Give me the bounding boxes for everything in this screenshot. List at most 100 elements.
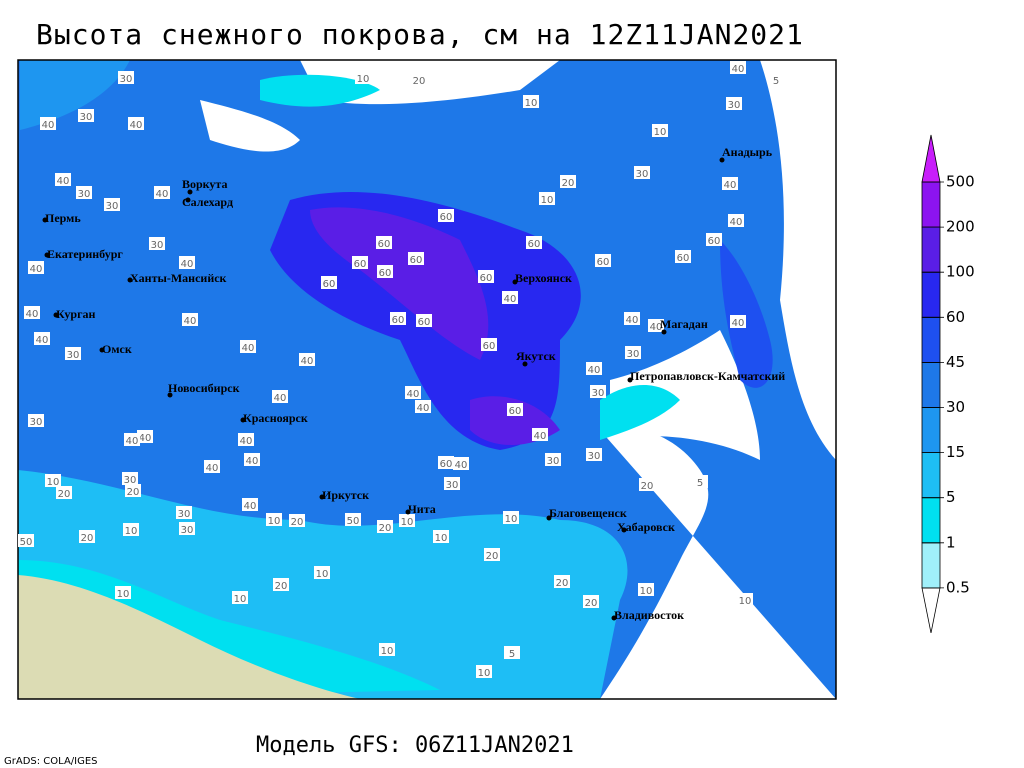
city-label: Владивосток: [614, 608, 684, 622]
contour-label-box: [405, 386, 421, 399]
contour-label: 5: [509, 649, 515, 660]
colorbar-label: 45: [946, 353, 965, 371]
colorbar-band: [921, 361, 941, 408]
contour-label: 40: [301, 356, 314, 367]
contour-label: 20: [127, 487, 140, 498]
contour-label: 40: [36, 335, 49, 346]
contour-label-box: [737, 593, 753, 606]
contour-label-box: [502, 291, 518, 304]
contour-label: 10: [435, 533, 448, 544]
contour-label: 20: [641, 481, 654, 492]
city-dot: [127, 277, 133, 283]
snow-very-deep: [310, 207, 560, 445]
city-label: Хабаровск: [617, 520, 675, 534]
okhotsk-ice: [600, 385, 680, 440]
contour-label: 60: [677, 253, 690, 264]
contour-label-box: [321, 276, 337, 289]
contour-label: 40: [588, 365, 601, 376]
contour-label: 40: [240, 436, 253, 447]
contour-label-box: [240, 340, 256, 353]
contour-label-box: [675, 250, 691, 263]
city-dot: [240, 417, 246, 423]
pacific: [600, 60, 836, 699]
contour-label-box: [484, 548, 500, 561]
contour-label-box: [586, 362, 602, 375]
contour-label-box: [638, 583, 654, 596]
contour-label: 40: [156, 189, 169, 200]
contour-label-box: [179, 522, 195, 535]
contour-label-box: [545, 453, 561, 466]
kamchatka: [720, 240, 773, 388]
contour-label: 60: [440, 212, 453, 223]
contour-label: 60: [480, 273, 493, 284]
contour-label: 60: [323, 279, 336, 290]
city-label: Омск: [102, 342, 132, 356]
contour-label: 40: [130, 120, 143, 131]
contour-label-box: [634, 166, 650, 179]
footer: Модель GFS: 06Z11JAN2021: [256, 733, 574, 758]
contour-label-box: [476, 665, 492, 678]
city-label: Красноярск: [243, 411, 308, 425]
contour-label-box: [182, 313, 198, 326]
contour-label-box: [266, 513, 282, 526]
contour-label-box: [554, 575, 570, 588]
contour-label-box: [523, 95, 539, 108]
city-dot: [512, 279, 518, 285]
contour-label: 40: [730, 217, 743, 228]
contour-label-box: [590, 385, 606, 398]
city-dot: [661, 329, 667, 335]
colorbar-label: 15: [946, 443, 965, 461]
contour-label: 60: [392, 315, 405, 326]
contour-label-box: [238, 433, 254, 446]
contour-label-box: [56, 486, 72, 499]
city-label: Якутск: [516, 349, 556, 363]
okhotsk-sea: [610, 330, 760, 460]
contour-label-box: [532, 428, 548, 441]
contour-label-box: [242, 498, 258, 511]
contour-label-box: [586, 448, 602, 461]
contour-label: 60: [379, 268, 392, 279]
contour-label: 30: [627, 349, 640, 360]
contour-label: 40: [407, 389, 420, 400]
contour-label: 30: [446, 480, 459, 491]
contour-label: 5: [697, 478, 703, 489]
contour-label: 30: [80, 112, 93, 123]
contour-label: 20: [58, 489, 71, 500]
contour-label-box: [232, 591, 248, 604]
contour-label-box: [625, 346, 641, 359]
contour-label-box: [399, 514, 415, 527]
contour-label-box: [560, 175, 576, 188]
contour-label-box: [526, 236, 542, 249]
contour-label: 20: [486, 551, 499, 562]
contour-label-box: [416, 314, 432, 327]
contour-label: 30: [120, 74, 133, 85]
contour-label-box: [377, 520, 393, 533]
contour-label-box: [355, 71, 371, 84]
contour-label: 40: [42, 120, 55, 131]
labels: 30 40 30 40 40 30 30 40 30 40 40 40 40 30 40 40 40 40 60 60…: [18, 61, 785, 679]
contour-label-box: [345, 513, 361, 526]
contour-label-box: [55, 173, 71, 186]
contour-label-box: [204, 460, 220, 473]
contour-label-box: [411, 73, 427, 86]
contour-label: 40: [242, 343, 255, 354]
contour-label-box: [154, 186, 170, 199]
contour-label: 40: [26, 309, 39, 320]
contour-label-box: [118, 71, 134, 84]
contour-label-box: [583, 595, 599, 608]
contour-label-box: [137, 430, 153, 443]
contour-label: 20: [556, 578, 569, 589]
contour-label-box: [730, 315, 746, 328]
contour-label: 40: [181, 259, 194, 270]
contour-label-box: [379, 643, 395, 656]
contour-label: 40: [724, 180, 737, 191]
contour-label-box: [433, 530, 449, 543]
contour-label: 30: [106, 201, 119, 212]
contour-label: 10: [125, 526, 138, 537]
contour-label-box: [453, 457, 469, 470]
contour-label: 60: [378, 239, 391, 250]
contour-label: 40: [206, 463, 219, 474]
contour-label: 40: [139, 433, 152, 444]
colorbar-band: [921, 542, 941, 589]
